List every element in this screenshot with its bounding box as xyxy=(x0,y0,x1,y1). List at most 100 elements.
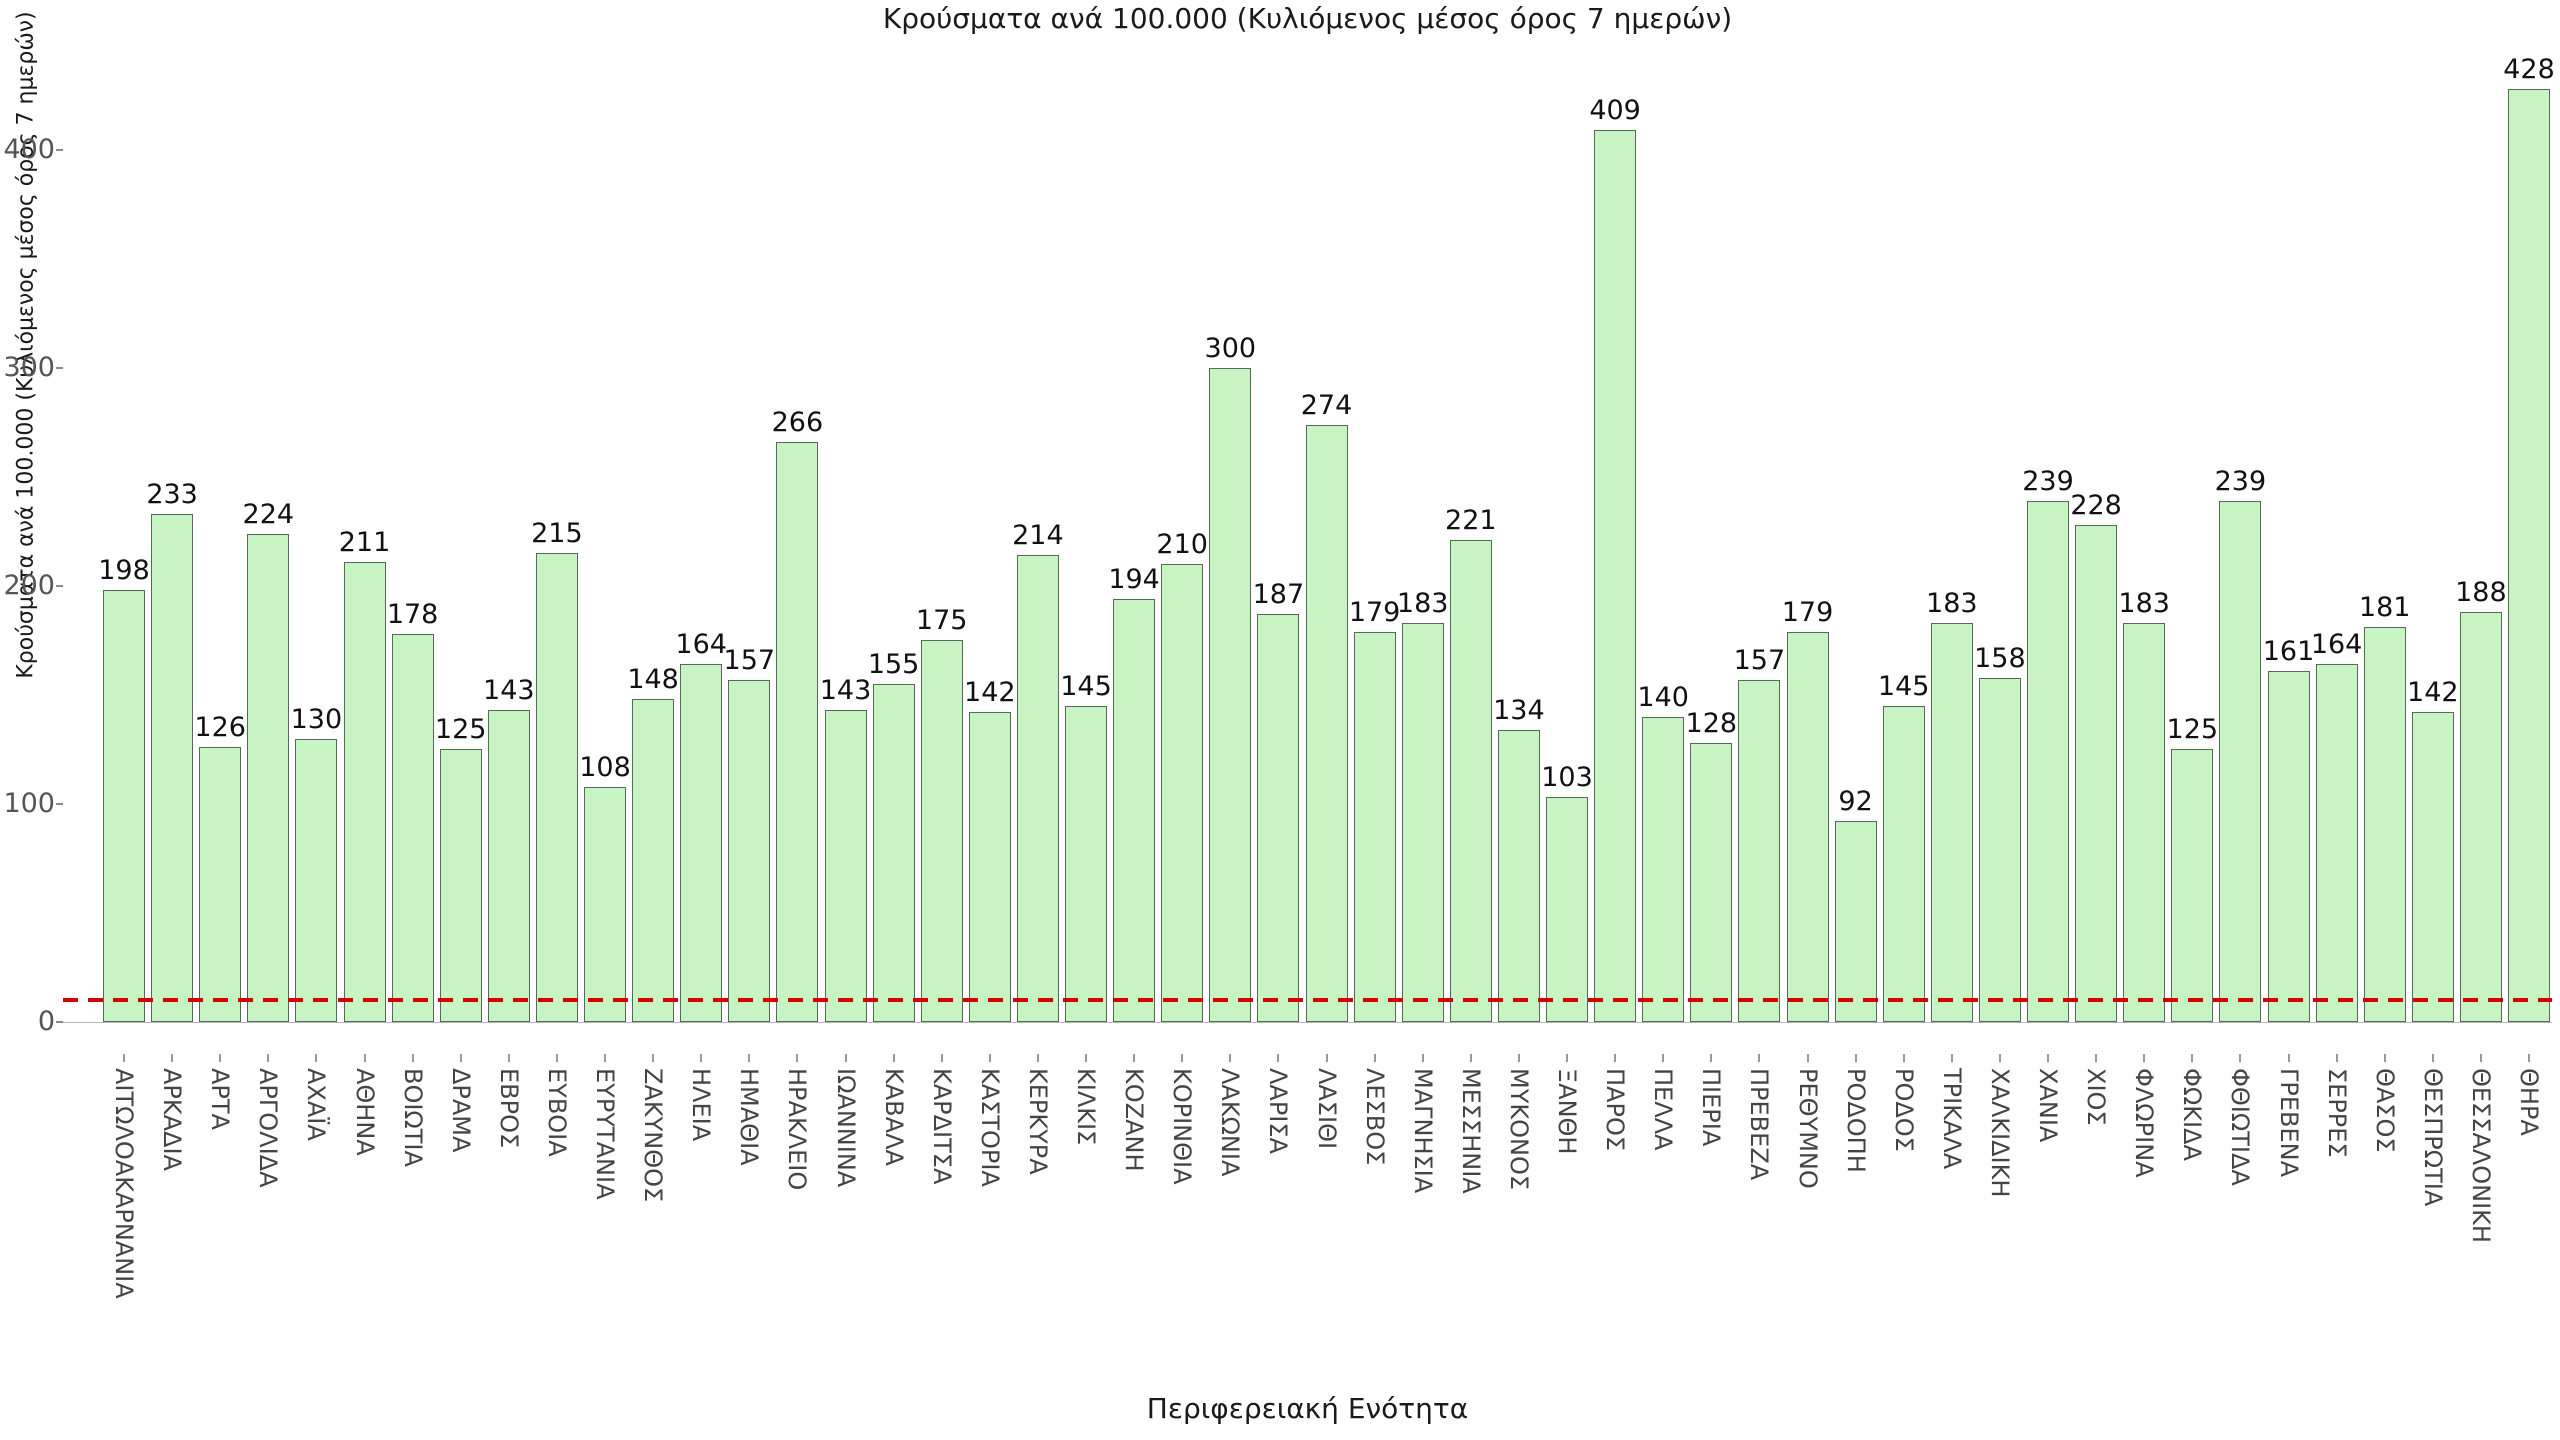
bar xyxy=(1257,614,1300,1022)
y-tick-label: 200 xyxy=(3,570,55,601)
x-tick-mark xyxy=(1133,1054,1136,1062)
bar xyxy=(1546,797,1588,1022)
bar-value-label: 215 xyxy=(531,518,583,549)
bar-value-label: 128 xyxy=(1685,708,1738,739)
x-tick-mark xyxy=(1181,1054,1184,1062)
x-tick-mark xyxy=(555,1054,558,1062)
x-tick-mark xyxy=(1373,1054,1376,1062)
bar-value-label: 125 xyxy=(434,714,487,745)
x-tick-label-text: ΔΡΑΜΑ xyxy=(446,1068,475,1153)
x-tick-label-text: ΞΑΝΘΗ xyxy=(1553,1068,1581,1155)
x-tick-mark xyxy=(1566,1054,1568,1062)
x-tick-label-text: ΘΑΣΟΣ xyxy=(2370,1068,2399,1153)
bar xyxy=(1882,706,1925,1022)
bar-value-label: 181 xyxy=(2358,592,2411,623)
bar xyxy=(2363,627,2406,1022)
bar xyxy=(1449,540,1492,1022)
x-tick-label-text: ΛΕΣΒΟΣ xyxy=(1360,1068,1389,1166)
y-tick-mark xyxy=(56,803,63,805)
bar xyxy=(584,787,626,1022)
x-tick-label-text: ΓΡΕΒΕΝΑ xyxy=(2274,1068,2303,1178)
bar-value-label: 155 xyxy=(867,649,920,680)
x-axis-title: Περιφερειακή Ενότητα xyxy=(1146,1392,1469,1425)
reference-line xyxy=(63,998,2552,1003)
bar-value-label: 239 xyxy=(2214,466,2267,497)
bar-value-label: 161 xyxy=(2262,636,2315,667)
bar xyxy=(439,749,482,1022)
bar-value-label: 125 xyxy=(2166,714,2219,745)
bar-value-label: 428 xyxy=(2503,54,2555,85)
bar-value-label: 274 xyxy=(1300,390,1353,421)
bar xyxy=(680,664,723,1022)
x-tick-mark xyxy=(1229,1054,1232,1062)
x-tick-mark xyxy=(940,1054,943,1062)
x-tick-label-text: ΧΙΟΣ xyxy=(2082,1068,2111,1126)
bar-value-label: 198 xyxy=(98,555,150,586)
y-tick-mark xyxy=(56,1021,63,1023)
x-tick-label-text: ΙΩΑΝΝΙΝΑ xyxy=(831,1068,860,1188)
x-tick-label-text: ΛΑΡΙΣΑ xyxy=(1264,1068,1293,1154)
bar xyxy=(1642,717,1685,1022)
bar xyxy=(1209,368,1252,1022)
bar-value-label: 175 xyxy=(915,605,968,636)
bar xyxy=(776,442,819,1022)
bar xyxy=(535,553,578,1022)
bar-value-label: 164 xyxy=(675,629,727,660)
x-tick-label-text: ΣΕΡΡΕΣ xyxy=(2322,1068,2351,1158)
bar-value-label: 178 xyxy=(386,599,439,630)
bar xyxy=(2315,664,2358,1022)
chart-title: Κρούσματα ανά 100.000 (Κυλιόμενος μέσος … xyxy=(882,2,1733,35)
x-tick-label-text: ΧΑΛΚΙΔΙΚΗ xyxy=(1985,1068,2014,1198)
bar xyxy=(872,684,915,1022)
bar xyxy=(247,534,290,1022)
x-tick-mark xyxy=(1085,1054,1087,1062)
x-tick-mark xyxy=(123,1054,125,1062)
x-tick-label-text: ΑΡΚΑΔΙΑ xyxy=(158,1068,187,1171)
x-tick-label-text: ΜΥΚΟΝΟΣ xyxy=(1504,1068,1533,1191)
x-tick-mark xyxy=(748,1054,751,1062)
bar-value-label: 142 xyxy=(2407,677,2459,708)
bar-value-label: 183 xyxy=(1396,588,1449,619)
bar xyxy=(728,680,771,1022)
bar xyxy=(1016,555,1059,1022)
bar xyxy=(1738,680,1781,1022)
y-tick-label: 400 xyxy=(3,134,55,165)
bar-value-label: 211 xyxy=(338,527,391,558)
x-tick-label-text: ΒΟΙΩΤΙΑ xyxy=(398,1068,427,1167)
x-tick-mark xyxy=(1325,1054,1328,1062)
bar-value-label: 194 xyxy=(1108,564,1160,595)
x-tick-mark xyxy=(171,1054,174,1062)
x-tick-mark xyxy=(700,1054,703,1062)
x-tick-label-text: ΦΩΚΙΔΑ xyxy=(2178,1068,2207,1161)
x-tick-mark xyxy=(1662,1054,1665,1062)
x-tick-mark xyxy=(219,1054,222,1062)
x-tick-mark xyxy=(2191,1054,2194,1062)
x-tick-mark xyxy=(363,1054,366,1062)
bar xyxy=(103,590,145,1022)
x-tick-mark xyxy=(988,1054,991,1062)
x-tick-label-text: ΘΕΣΣΑΛΟΝΙΚΗ xyxy=(2466,1068,2495,1243)
bar xyxy=(1930,623,1973,1022)
x-tick-mark xyxy=(1902,1054,1905,1062)
bar-value-label: 148 xyxy=(627,664,679,695)
x-tick-label-text: ΦΘΙΩΤΙΔΑ xyxy=(2226,1068,2255,1186)
bar xyxy=(1690,743,1733,1022)
x-tick-mark xyxy=(1806,1054,1809,1062)
y-tick-label: 300 xyxy=(3,352,55,383)
x-tick-label-text: ΑΡΓΟΛΙΔΑ xyxy=(254,1068,283,1188)
bar-value-label: 142 xyxy=(964,677,1016,708)
x-tick-mark xyxy=(1421,1054,1424,1062)
x-tick-mark xyxy=(267,1054,270,1062)
x-tick-mark xyxy=(892,1054,895,1062)
x-axis-line xyxy=(63,1022,2552,1023)
x-tick-mark xyxy=(1998,1054,2001,1062)
bar-value-label: 183 xyxy=(1926,588,1978,619)
bar xyxy=(824,710,867,1022)
bar-value-label: 300 xyxy=(1204,333,1257,364)
x-tick-mark xyxy=(1614,1054,1617,1062)
bar xyxy=(2411,712,2454,1022)
bar-value-label: 157 xyxy=(1733,645,1786,676)
bar-value-label: 130 xyxy=(290,704,343,735)
